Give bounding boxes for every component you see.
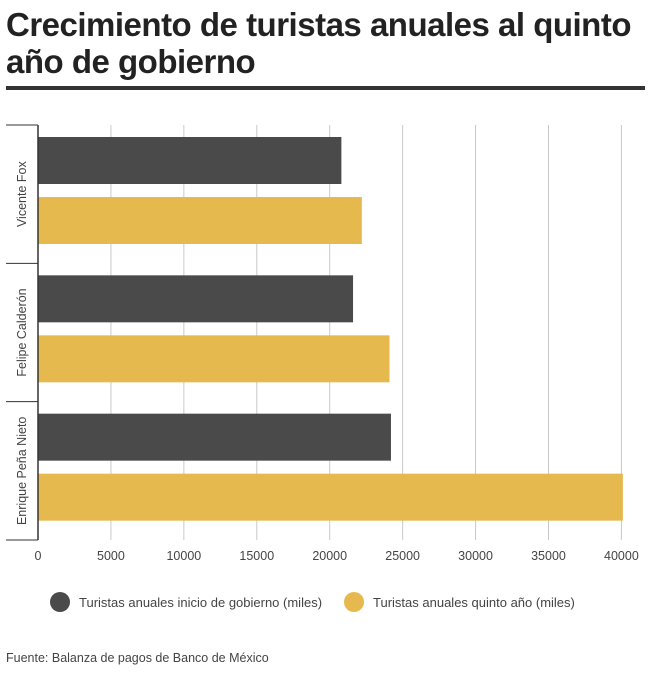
grid-lines [110, 125, 622, 540]
labels: 0 5000 10000 15000 20000 25000 30000 35000 40000… [15, 161, 639, 563]
x-tick-label: 20000 [312, 549, 347, 563]
category-label: Vicente Fox [15, 161, 29, 228]
legend-label-start: Turistas anuales inicio de gobierno (mil… [79, 594, 323, 610]
legend-item-fifth: Turistas anuales quinto año (miles) [344, 592, 575, 612]
legend: Turistas anuales inicio de gobierno (mil… [50, 592, 597, 612]
bar [38, 275, 354, 323]
x-tick-label: 30000 [458, 549, 493, 563]
legend-swatch-fifth [344, 592, 365, 612]
x-tick-label: 15000 [239, 549, 274, 563]
bar [38, 197, 362, 244]
legend-item-start: Turistas anuales inicio de gobierno (mil… [50, 592, 322, 612]
bar [38, 137, 342, 184]
x-tick-label: 40000 [604, 549, 639, 563]
category-label: Enrique Peña Nieto [15, 417, 29, 525]
axes [6, 124, 39, 541]
x-tick-label: 10000 [166, 549, 201, 563]
bar [38, 413, 391, 461]
bar [38, 335, 390, 383]
bar-chart: 0 5000 10000 15000 20000 25000 30000 35000 40000… [6, 124, 639, 563]
legend-label-fifth: Turistas anuales quinto año (miles) [373, 594, 575, 610]
x-tick-label: 35000 [531, 549, 566, 563]
category-label: Felipe Calderón [15, 288, 29, 376]
chart-title: Crecimiento de turistas anuales al quint… [6, 6, 631, 80]
bars [38, 137, 623, 521]
x-tick-label: 5000 [97, 549, 125, 563]
bar [38, 473, 623, 521]
x-tick-label: 0 [35, 549, 42, 563]
title-divider [6, 86, 645, 90]
legend-swatch-start [50, 592, 70, 612]
x-tick-label: 25000 [385, 549, 420, 563]
source-note: Fuente: Balanza de pagos de Banco de Méx… [6, 651, 269, 665]
